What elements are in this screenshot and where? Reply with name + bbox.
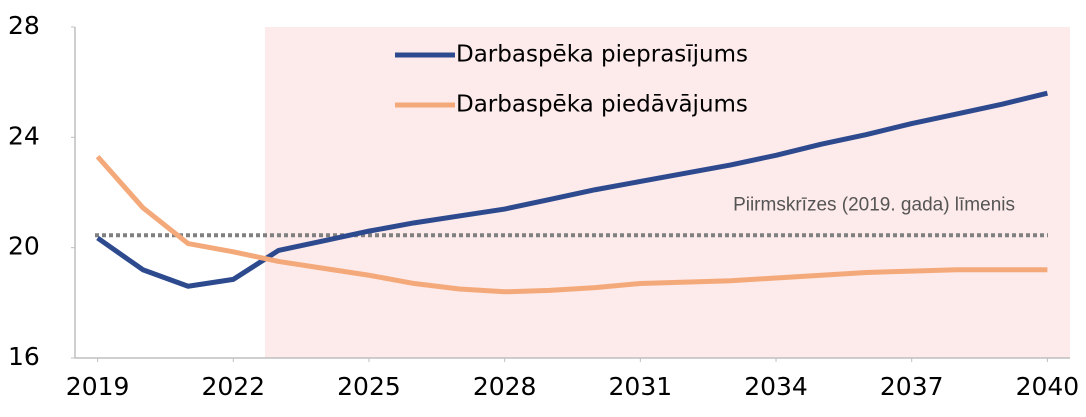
forecast-shade <box>264 27 1070 358</box>
x-tick-label: 2037 <box>880 372 944 401</box>
x-tick-label: 2025 <box>337 372 401 401</box>
x-tick-label: 2028 <box>473 372 537 401</box>
series-line <box>96 90 1048 289</box>
y-tick-label: 24 <box>8 121 40 150</box>
y-tick-label: 16 <box>8 342 40 371</box>
legend-label: Darbaspēka pieprasījums <box>456 42 748 68</box>
x-tick-label: 2022 <box>201 372 265 401</box>
x-tick-label: 2019 <box>66 372 130 401</box>
x-tick-label: 2040 <box>1016 372 1080 401</box>
y-tick-label: 28 <box>8 11 40 40</box>
reference-label: Piirmskrīzes (2019. gada) līmenis <box>733 194 1015 215</box>
background-layer <box>264 27 1070 358</box>
y-tick-label: 20 <box>8 232 40 261</box>
series-line <box>95 154 1048 295</box>
x-tick-label: 2034 <box>744 372 808 401</box>
legend-label: Darbaspēka piedāvājums <box>456 92 748 118</box>
x-tick-label: 2031 <box>609 372 673 401</box>
